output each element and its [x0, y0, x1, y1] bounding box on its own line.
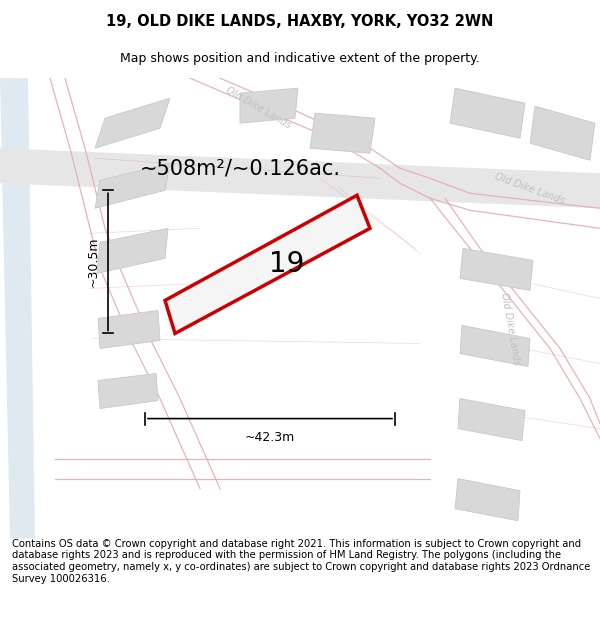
Text: Old Dike Lands: Old Dike Lands: [224, 86, 292, 131]
Polygon shape: [460, 248, 533, 291]
Polygon shape: [0, 148, 600, 208]
Polygon shape: [0, 78, 35, 539]
Text: ~30.5m: ~30.5m: [87, 237, 100, 287]
Text: ~508m²/~0.126ac.: ~508m²/~0.126ac.: [140, 158, 341, 178]
Text: Contains OS data © Crown copyright and database right 2021. This information is : Contains OS data © Crown copyright and d…: [12, 539, 590, 584]
Text: Old Dike Lands: Old Dike Lands: [499, 291, 521, 366]
Text: ~42.3m: ~42.3m: [245, 431, 295, 444]
Polygon shape: [310, 113, 375, 153]
Text: Old Dike Lands: Old Dike Lands: [494, 171, 566, 206]
Polygon shape: [98, 374, 158, 409]
Text: Map shows position and indicative extent of the property.: Map shows position and indicative extent…: [120, 52, 480, 65]
Polygon shape: [97, 228, 168, 273]
Polygon shape: [450, 88, 525, 138]
Polygon shape: [458, 399, 525, 441]
Polygon shape: [460, 326, 530, 366]
Polygon shape: [98, 311, 160, 349]
Polygon shape: [455, 479, 520, 521]
Polygon shape: [165, 195, 370, 334]
Text: 19, OLD DIKE LANDS, HAXBY, YORK, YO32 2WN: 19, OLD DIKE LANDS, HAXBY, YORK, YO32 2W…: [106, 14, 494, 29]
Polygon shape: [95, 163, 170, 208]
Polygon shape: [530, 106, 595, 160]
Polygon shape: [95, 98, 170, 148]
Text: 19: 19: [269, 251, 304, 278]
Polygon shape: [240, 88, 298, 123]
